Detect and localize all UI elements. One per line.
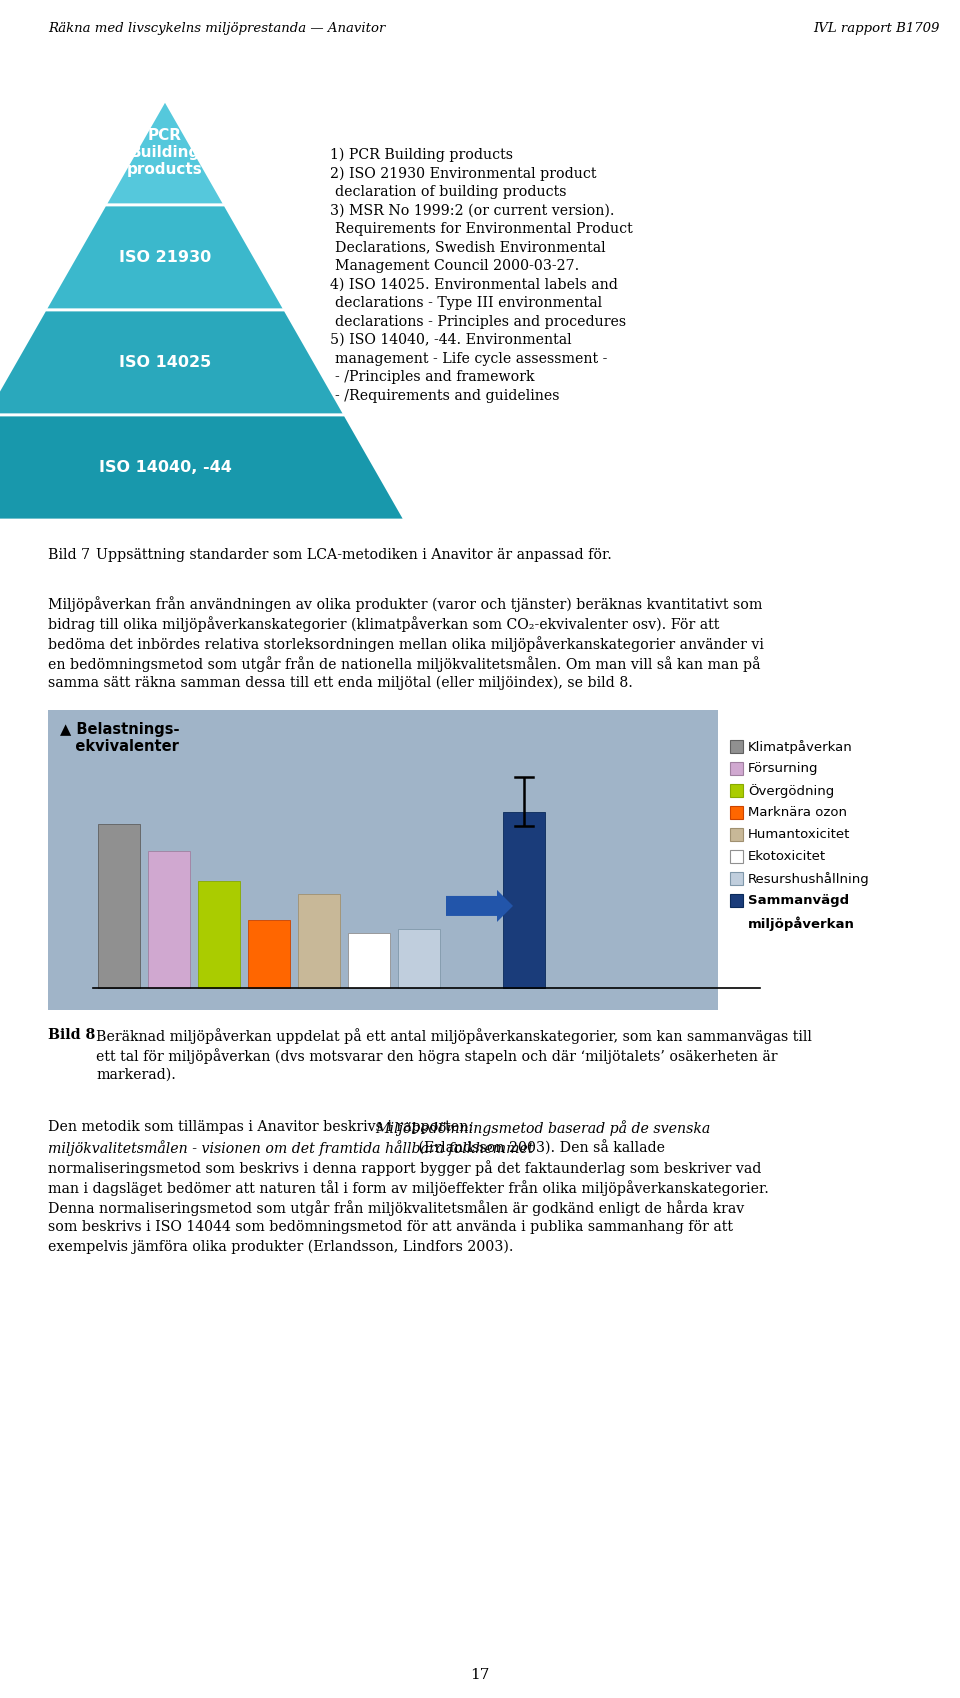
Text: Bild 8: Bild 8 (48, 1027, 95, 1043)
Text: 17: 17 (470, 1667, 490, 1683)
Bar (248, 920, 290, 988)
Text: 3) MSR No 1999:2 (or current version).: 3) MSR No 1999:2 (or current version). (330, 204, 614, 217)
Text: Försurning: Försurning (748, 762, 819, 774)
Text: som beskrivs i ISO 14044 som bedömningsmetod för att använda i publika sammanhan: som beskrivs i ISO 14044 som bedömningsm… (48, 1219, 733, 1234)
Text: 5) ISO 14040, -44. Environmental: 5) ISO 14040, -44. Environmental (330, 333, 571, 346)
Text: Denna normaliseringsmetod som utgår från miljökvalitetsmålen är godkänd enligt d: Denna normaliseringsmetod som utgår från… (48, 1200, 744, 1216)
Text: PCR
Building
products: PCR Building products (127, 127, 203, 177)
Text: Miljöpåverkan från användningen av olika produkter (varor och tjänster) beräknas: Miljöpåverkan från användningen av olika… (48, 596, 762, 611)
Text: man i dagsläget bedömer att naturen tål i form av miljöeffekter från olika miljö: man i dagsläget bedömer att naturen tål … (48, 1180, 769, 1195)
Bar (730, 784, 743, 796)
Text: management - Life cycle assessment -: management - Life cycle assessment - (335, 351, 608, 365)
Text: Klimatpåverkan: Klimatpåverkan (748, 740, 852, 754)
Text: Sammanvägd: Sammanvägd (748, 895, 850, 907)
Text: Bild 7: Bild 7 (48, 548, 90, 562)
Text: samma sätt räkna samman dessa till ett enda miljötal (eller miljöindex), se bild: samma sätt räkna samman dessa till ett e… (48, 676, 633, 691)
Bar (148, 851, 190, 988)
Bar (730, 829, 743, 841)
Text: ISO 14040, -44: ISO 14040, -44 (99, 460, 231, 475)
Text: Miljöbedömningsmetod baserad på de svenska: Miljöbedömningsmetod baserad på de svens… (375, 1121, 710, 1136)
Text: ISO 14025: ISO 14025 (119, 355, 211, 370)
Text: exempelvis jämföra olika produkter (Erlandsson, Lindfors 2003).: exempelvis jämföra olika produkter (Erla… (48, 1240, 514, 1255)
Text: declarations - Type III environmental: declarations - Type III environmental (335, 295, 602, 311)
Text: Den metodik som tillämpas i Anavitor beskrivs i rapporten:: Den metodik som tillämpas i Anavitor bes… (48, 1121, 478, 1134)
Text: - /Principles and framework: - /Principles and framework (335, 370, 535, 384)
Polygon shape (105, 100, 225, 205)
Text: ▲ Belastnings-
   ekvivalenter: ▲ Belastnings- ekvivalenter (60, 722, 180, 754)
Bar (198, 881, 240, 988)
Text: (Erlandsson 2003). Den så kallade: (Erlandsson 2003). Den så kallade (415, 1139, 665, 1155)
Bar (730, 807, 743, 818)
Text: 1) PCR Building products: 1) PCR Building products (330, 148, 513, 163)
Text: ISO 21930: ISO 21930 (119, 250, 211, 265)
Bar (98, 824, 140, 988)
Text: Övergödning: Övergödning (748, 784, 834, 798)
Text: normaliseringsmetod som beskrivs i denna rapport bygger på det faktaunderlag som: normaliseringsmetod som beskrivs i denna… (48, 1160, 761, 1177)
Text: Declarations, Swedish Environmental: Declarations, Swedish Environmental (335, 241, 606, 255)
Text: Uppsättning standarder som LCA-metodiken i Anavitor är anpassad för.: Uppsättning standarder som LCA-metodiken… (96, 548, 612, 562)
Text: Beräknad miljöpåverkan uppdelat på ett antal miljöpåverkanskategorier, som kan s: Beräknad miljöpåverkan uppdelat på ett a… (96, 1027, 812, 1044)
Bar (730, 873, 743, 885)
Text: Räkna med livscykelns miljöprestanda — Anavitor: Räkna med livscykelns miljöprestanda — A… (48, 22, 385, 36)
Text: en bedömningsmetod som utgår från de nationella miljökvalitetsmålen. Om man vill: en bedömningsmetod som utgår från de nat… (48, 655, 760, 672)
Text: declarations - Principles and procedures: declarations - Principles and procedures (335, 314, 626, 328)
Text: Requirements for Environmental Product: Requirements for Environmental Product (335, 222, 633, 236)
Bar (503, 812, 545, 988)
Polygon shape (0, 414, 405, 520)
Text: bedöma det inbördes relativa storleksordningen mellan olika miljöpåverkanskatego: bedöma det inbördes relativa storleksord… (48, 637, 764, 652)
FancyArrow shape (446, 890, 513, 922)
Text: bidrag till olika miljöpåverkanskategorier (klimatpåverkan som CO₂-ekvivalenter : bidrag till olika miljöpåverkanskategori… (48, 616, 719, 632)
Text: Resurshushållning: Resurshushållning (748, 873, 870, 886)
Bar (48, 710, 718, 1010)
Text: 4) ISO 14025. Environmental labels and: 4) ISO 14025. Environmental labels and (330, 277, 618, 292)
Text: Humantoxicitet: Humantoxicitet (748, 829, 851, 841)
Bar (348, 932, 390, 988)
Bar (730, 762, 743, 774)
Polygon shape (45, 205, 285, 311)
Bar (730, 895, 743, 907)
Bar (398, 929, 440, 988)
Text: 2) ISO 21930 Environmental product: 2) ISO 21930 Environmental product (330, 166, 596, 182)
Text: declaration of building products: declaration of building products (335, 185, 566, 199)
Text: ett tal för miljöpåverkan (dvs motsvarar den högra stapeln och där ‘miljötalets’: ett tal för miljöpåverkan (dvs motsvarar… (96, 1048, 778, 1065)
Text: markerad).: markerad). (96, 1068, 176, 1082)
Bar (298, 893, 340, 988)
Text: IVL rapport B1709: IVL rapport B1709 (814, 22, 940, 36)
Text: Marknära ozon: Marknära ozon (748, 807, 847, 818)
Text: - /Requirements and guidelines: - /Requirements and guidelines (335, 389, 560, 402)
Text: miljökvalitetsmålen - visionen om det framtida hållbara folkhemmet: miljökvalitetsmålen - visionen om det fr… (48, 1139, 534, 1156)
Bar (730, 851, 743, 863)
Text: Management Council 2000-03-27.: Management Council 2000-03-27. (335, 260, 579, 273)
Text: miljöpåverkan: miljöpåverkan (748, 915, 854, 931)
Text: Ekotoxicitet: Ekotoxicitet (748, 851, 827, 863)
Bar (730, 740, 743, 752)
Polygon shape (0, 311, 345, 414)
